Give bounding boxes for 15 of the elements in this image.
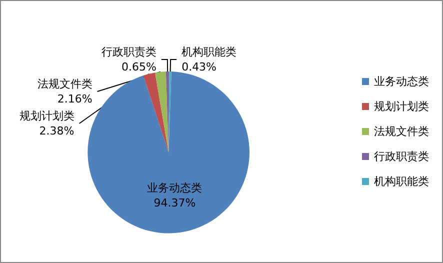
legend-label: 法规文件类 — [374, 125, 429, 138]
slice-label: 机构职能类 — [182, 45, 237, 58]
slice-label: 行政职责类 — [101, 45, 156, 58]
data-label: 94.37% — [154, 196, 196, 210]
slice-label: 业务动态类 — [147, 181, 202, 194]
data-label: 0.65% — [121, 60, 156, 74]
data-label: 2.16% — [57, 92, 92, 106]
legend-label: 机构职能类 — [374, 175, 429, 188]
data-label: 2.38% — [39, 124, 74, 138]
slice-label: 规划计划类 — [19, 109, 74, 122]
legend-label: 业务动态类 — [374, 75, 429, 88]
slice-label: 法规文件类 — [37, 77, 92, 90]
legend-label: 行政职责类 — [374, 150, 429, 163]
data-label: 0.43% — [182, 60, 217, 74]
legend-label: 规划计划类 — [374, 100, 429, 113]
